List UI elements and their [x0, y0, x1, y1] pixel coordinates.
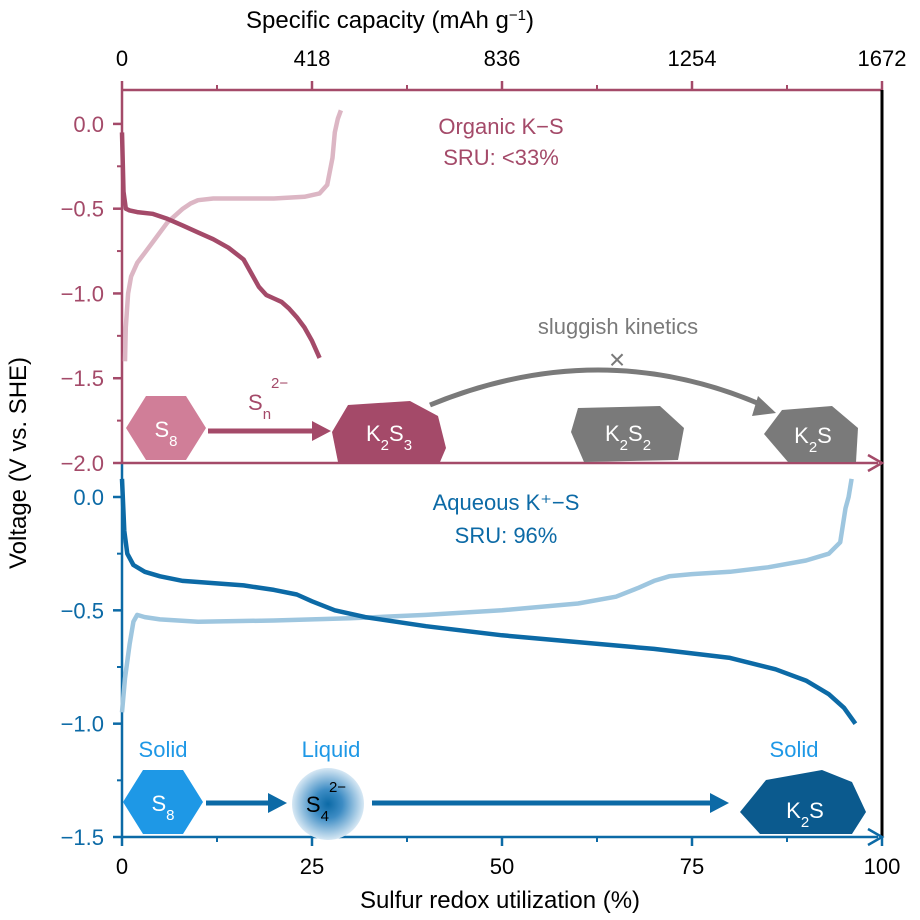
- y-axis-label: Voltage (V vs. SHE): [5, 357, 32, 569]
- aqueous-s4-circle: [292, 768, 364, 840]
- xtick-label: 50: [490, 854, 514, 879]
- x2tick-label: 0: [116, 46, 128, 71]
- organic-s8-hexagon: [126, 396, 206, 460]
- organic-k2s2-blob: [571, 406, 684, 462]
- ytick-label: 0.0: [73, 485, 104, 510]
- organic-s8-shape: S8: [126, 396, 206, 460]
- liquid-label: Liquid: [302, 737, 361, 762]
- organic-title: Organic K−S: [438, 114, 563, 139]
- aqueous-arrow-1-head: [268, 793, 287, 813]
- organic-k2s-blob: [764, 406, 858, 462]
- aqueous-s4-shape: S42−: [292, 768, 364, 840]
- aqueous-sru: SRU: 96%: [455, 523, 558, 548]
- x2tick-label: 418: [294, 46, 331, 71]
- x2tick-label: 1254: [668, 46, 717, 71]
- organic-k2s2-shape: K2S2: [571, 406, 684, 462]
- ytick-label: −1.0: [61, 281, 104, 306]
- xtick-label: 100: [864, 854, 901, 879]
- organic-k2s-shape: K2S: [764, 406, 858, 462]
- aqueous-s8-shape: S8: [123, 770, 203, 834]
- x2-axis-label: Specific capacity (mAh g−1): [246, 7, 534, 35]
- xtick-label: 25: [300, 854, 324, 879]
- aqueous-k2s-shape: K2S: [740, 770, 866, 834]
- ytick-label: −1.5: [61, 366, 104, 391]
- organic-arrow-1-head: [312, 421, 331, 441]
- organic-sru: SRU: <33%: [443, 145, 559, 170]
- bottom-ticks: 0 25 50 75 100: [116, 837, 900, 879]
- solid-left-label: Solid: [139, 737, 188, 762]
- solid-right-label: Solid: [770, 737, 819, 762]
- ytick-label: −2.0: [61, 451, 104, 476]
- top-ticks: 0 418 836 1254 1672: [116, 46, 907, 90]
- organic-bottom-axis: [122, 453, 885, 473]
- ytick-label: −0.5: [61, 197, 104, 222]
- aqueous-k2s-blob: [740, 770, 866, 834]
- ytick-label: −0.5: [61, 598, 104, 623]
- sluggish-arrow-head: [752, 396, 776, 416]
- x-axis-label: Sulfur redox utilization (%): [360, 887, 640, 914]
- aqueous-arrow-2-head: [710, 793, 729, 813]
- ytick-label: −1.5: [61, 825, 104, 850]
- aqueous-discharge-curve: [119, 478, 858, 726]
- xtick-label: 75: [680, 854, 704, 879]
- yticks-aqueous: 0.0 −0.5 −1.0 −1.5: [61, 485, 122, 850]
- organic-k2s3-shape: K2S3: [332, 401, 446, 462]
- top-axis: 0 418 836 1254 1672 Specific capacity (mAh g…: [116, 7, 907, 92]
- sluggish-arc: [429, 367, 763, 408]
- x2tick-label: 836: [484, 46, 521, 71]
- xtick-label: 0: [116, 854, 128, 879]
- organic-charge-curve: [122, 109, 344, 362]
- organic-sn-label: Sn2−: [248, 375, 288, 423]
- bottom-axis: 0 25 50 75 100 Sulfur redox utilization (%): [116, 827, 900, 914]
- aqueous-title: Aqueous K⁺−S: [433, 490, 580, 515]
- organic-k2s3-blob: [332, 401, 446, 462]
- yticks-organic: 0.0 −0.5 −1.0 −1.5 −2.0: [61, 112, 122, 476]
- aqueous-s8-hexagon: [123, 770, 203, 834]
- organic-axis-arrowhead: [867, 453, 885, 473]
- organic-discharge-curve: [119, 132, 322, 359]
- aqueous-charge-curve: [119, 478, 854, 713]
- ytick-label: −1.0: [61, 712, 104, 737]
- x2tick-label: 1672: [858, 46, 907, 71]
- cross-mark: ×: [609, 344, 625, 375]
- ytick-label: 0.0: [73, 112, 104, 137]
- sluggish-label: sluggish kinetics: [538, 314, 698, 339]
